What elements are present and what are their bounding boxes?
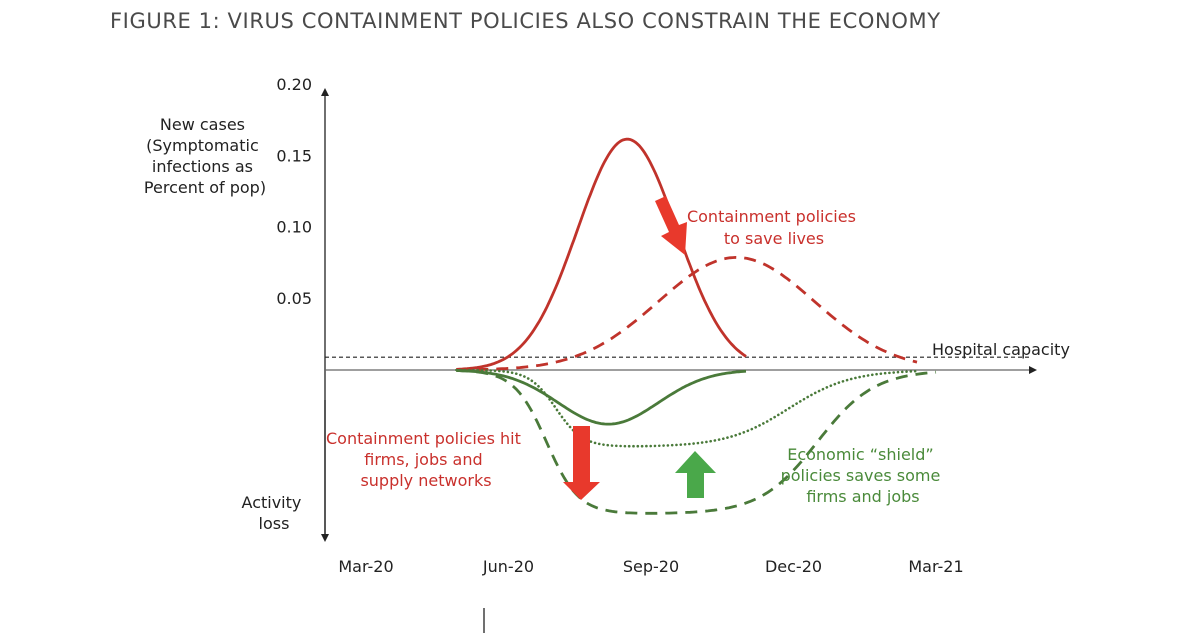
series-cases-with-policy — [456, 255, 918, 372]
annotation-line: policies saves some — [781, 466, 941, 485]
annotation-line: to save lives — [724, 229, 824, 248]
containment-down-arrow-lower — [563, 426, 600, 500]
containment-down-arrow-upper — [655, 196, 687, 255]
y-tick-label: 0.05 — [276, 289, 312, 308]
annotation-economic-shield: Economic “shield” policies saves some fi… — [781, 445, 946, 506]
x-tick-label: Dec-20 — [765, 557, 822, 576]
y-tick-labels: 0.20 0.15 0.10 0.05 — [276, 75, 312, 308]
annotation-line: firms, jobs and — [364, 450, 482, 469]
y-label-line-2: (Symptomatic — [146, 136, 259, 155]
y-label-bottom-line-1: Activity — [242, 493, 302, 512]
y-label-line-3: infections as — [152, 157, 253, 176]
annotation-line: supply networks — [360, 471, 491, 490]
series-cases-no-policy — [456, 137, 747, 371]
x-tick-label: Mar-20 — [338, 557, 393, 576]
y-label-bottom-line-2: loss — [259, 514, 290, 533]
annotation-line: firms and jobs — [806, 487, 919, 506]
y-tick-label: 0.10 — [276, 218, 312, 237]
shield-up-arrow — [675, 451, 716, 498]
annotation-line: Containment policies hit — [326, 429, 521, 448]
page-title: FIGURE 1: VIRUS CONTAINMENT POLICIES ALS… — [110, 9, 941, 33]
series-activity-loss-without-shield — [456, 369, 937, 515]
y-axis-label-top: New cases (Symptomatic infections as Per… — [144, 115, 266, 197]
x-tick-label: Jun-20 — [482, 557, 534, 576]
annotation-line: Containment policies — [687, 207, 856, 226]
y-tick-label: 0.15 — [276, 146, 312, 165]
series-layer — [454, 137, 937, 515]
x-tick-label: Mar-21 — [908, 557, 963, 576]
y-tick-label: 0.20 — [276, 75, 312, 94]
annotation-containment-save-lives: Containment policies to save lives — [687, 207, 861, 248]
y-label-line-4: Percent of pop) — [144, 178, 266, 197]
annotation-line: Economic “shield” — [787, 445, 933, 464]
annotation-containment-hit-firms: Containment policies hit firms, jobs and… — [326, 429, 526, 490]
y-label-line-1: New cases — [160, 115, 245, 134]
y-axis-label-bottom: Activity loss — [242, 493, 307, 533]
x-tick-labels: Mar-20 Jun-20 Sep-20 Dec-20 Mar-21 — [338, 557, 963, 576]
hospital-capacity-label: Hospital capacity — [932, 340, 1070, 359]
x-tick-label: Sep-20 — [623, 557, 679, 576]
series-activity-loss-small — [456, 369, 747, 426]
